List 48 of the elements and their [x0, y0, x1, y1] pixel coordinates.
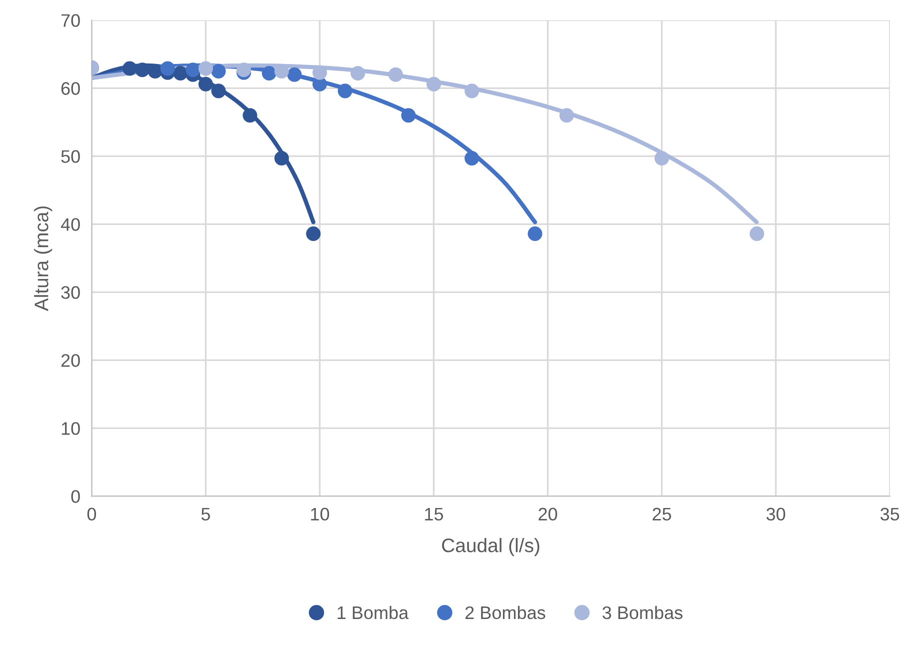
point — [274, 64, 289, 78]
point — [464, 84, 480, 98]
point — [401, 108, 416, 123]
point — [426, 76, 442, 92]
point — [350, 66, 366, 81]
point — [186, 62, 200, 78]
point — [306, 226, 321, 241]
x-tick-label: 30 — [766, 508, 786, 521]
point — [198, 76, 214, 92]
point — [559, 108, 574, 123]
y-tick-label: 50 — [61, 150, 80, 163]
point — [135, 62, 150, 78]
point — [242, 108, 258, 123]
point — [211, 64, 226, 78]
point — [528, 226, 542, 241]
point — [312, 65, 328, 80]
y-tick-label: 70 — [61, 14, 80, 27]
x-axis-title: Caudal (l/s) — [442, 538, 540, 556]
x-tick-label: 15 — [425, 508, 444, 521]
x-tick-label: 20 — [538, 508, 558, 521]
point — [750, 226, 764, 241]
point — [198, 61, 214, 76]
point — [338, 84, 352, 98]
point — [287, 67, 302, 82]
point — [148, 64, 162, 78]
x-tick-label: 35 — [880, 508, 900, 521]
point — [262, 66, 276, 81]
y-tick-label: 0 — [71, 490, 80, 503]
point — [160, 61, 175, 76]
x-tick-label: 25 — [652, 508, 672, 521]
y-tick-label: 40 — [60, 218, 80, 231]
x-tick-label: 10 — [311, 508, 330, 521]
y-axis-title: Altura (mca) — [34, 206, 52, 312]
y-tick-label: 10 — [62, 422, 80, 435]
y-tick-label: 20 — [61, 354, 80, 367]
point — [388, 67, 403, 82]
point — [274, 150, 289, 166]
legend-label: 2 Bombas — [465, 606, 546, 620]
x-tick-label: 0 — [87, 508, 96, 521]
y-tick-label: 60 — [61, 82, 80, 95]
point — [654, 150, 670, 166]
legend-label: 1 Bomba — [338, 606, 409, 620]
legend-label: 3 Bombas — [602, 606, 682, 620]
point — [122, 61, 138, 76]
x-tick-label: 5 — [201, 508, 210, 521]
y-tick-label: 30 — [61, 286, 80, 299]
point — [464, 150, 480, 166]
point — [211, 84, 226, 98]
